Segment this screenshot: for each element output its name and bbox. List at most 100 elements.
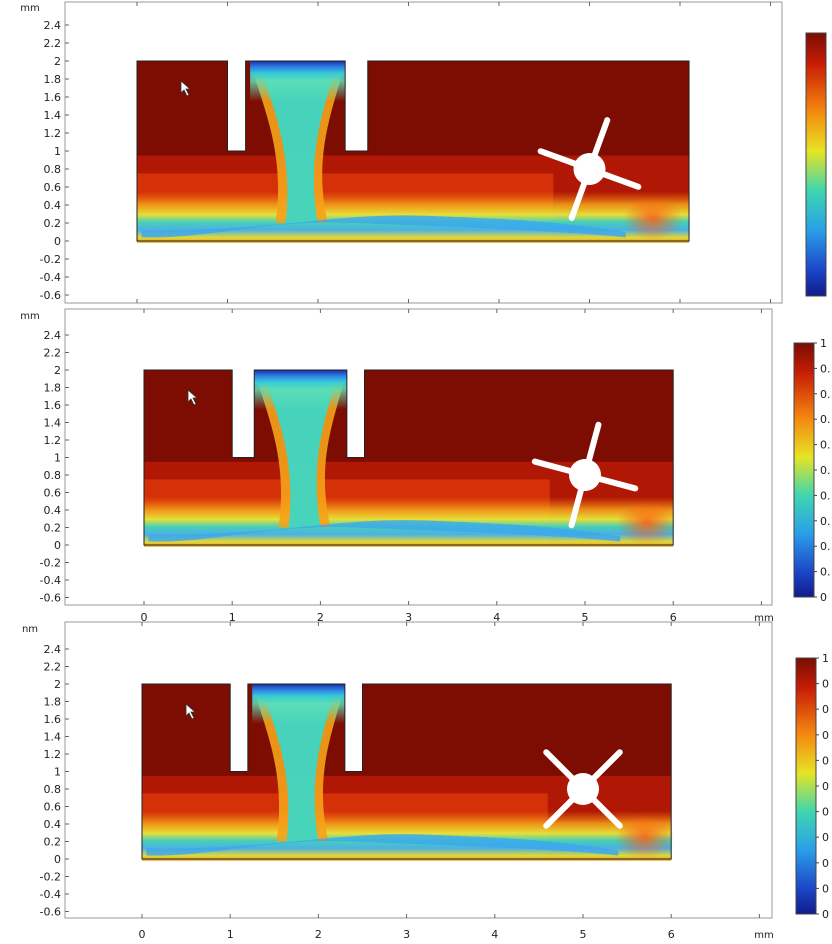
colorbar-label: 0: [820, 591, 827, 604]
y-tick-label: 0.6: [44, 801, 62, 814]
colorbar: [795, 657, 817, 915]
x-tick-label: 1: [227, 928, 234, 941]
y-tick-label: 0.2: [44, 522, 62, 535]
colorbar-label: 0.: [820, 540, 831, 553]
y-tick-label: -0.2: [40, 557, 61, 570]
y-tick-label: -0.4: [40, 271, 61, 284]
x-tick-label: 2: [317, 611, 324, 624]
bottom-stream: [146, 834, 619, 856]
domain-outline: [136, 60, 690, 242]
y-tick-label: 0.2: [44, 217, 62, 230]
x-tick-label: 0: [141, 611, 148, 624]
colorbar-label: 0.: [820, 464, 831, 477]
y-tick-label: 1.2: [44, 434, 62, 447]
baffle-2: [344, 683, 363, 772]
stirrer-hub: [569, 459, 601, 491]
colorbar-label: 0.: [820, 362, 831, 375]
x-unit-label: mm: [754, 930, 773, 941]
y-tick-label: 0.4: [44, 818, 62, 831]
y-tick-label: 1.4: [44, 731, 62, 744]
y-unit-label: nm: [22, 624, 38, 635]
y-tick-label: 2.4: [44, 643, 62, 656]
colorbar-label: 0: [822, 806, 829, 819]
x-tick-label: 1: [229, 611, 236, 624]
y-tick-label: 1.2: [44, 127, 62, 140]
colorbar-label: 0: [822, 857, 829, 870]
x-tick-label: 6: [670, 611, 677, 624]
y-tick-label: 1.6: [44, 713, 62, 726]
y-tick-label: 1: [54, 452, 61, 465]
colorbar-label: 0: [822, 703, 829, 716]
y-unit-label: mm: [20, 3, 39, 14]
stirrer-icon: [543, 749, 623, 829]
colorbar-label: 0: [822, 780, 829, 793]
mouse-cursor-icon: [187, 389, 199, 406]
colorbar: [805, 32, 827, 297]
y-tick-label: 0.4: [44, 199, 62, 212]
bottom-stream: [141, 215, 626, 238]
baffle-1: [227, 60, 246, 151]
mouse-cursor-icon: [185, 703, 197, 720]
x-tick-label: 2: [315, 928, 322, 941]
panel-2: 2.42.221.81.61.41.210.80.60.40.20-0.2-0.…: [20, 308, 831, 624]
baffle-2: [345, 60, 368, 151]
colorbar-label: 0.: [820, 413, 831, 426]
colorbar-label: 0.: [820, 388, 831, 401]
y-tick-label: 2: [54, 364, 61, 377]
y-tick-label: 0.8: [44, 783, 62, 796]
colorbar-label: 0.: [820, 515, 831, 528]
x-tick-label: 6: [668, 928, 675, 941]
y-tick-label: 0.6: [44, 181, 62, 194]
stirrer-icon: [537, 117, 642, 221]
y-tick-label: 2.4: [44, 329, 62, 342]
mouse-cursor-icon: [180, 80, 192, 97]
y-tick-label: 2: [54, 678, 61, 691]
y-tick-label: -0.6: [40, 592, 61, 605]
plot-panels: 2.42.221.81.61.41.210.80.60.40.20-0.2-0.…: [20, 1, 831, 941]
y-tick-label: -0.4: [40, 574, 61, 587]
y-tick-label: -0.2: [40, 253, 61, 266]
colorbar-label: 0.: [820, 439, 831, 452]
y-tick-label: 1.8: [44, 73, 62, 86]
inlet-jet: [250, 61, 346, 102]
baffle-2: [346, 369, 365, 458]
y-tick-label: 2.4: [44, 19, 62, 32]
x-unit-label: mm: [754, 613, 773, 624]
y-unit-label: mm: [20, 311, 39, 322]
x-tick-label: 0: [139, 928, 146, 941]
baffle-1: [230, 683, 248, 772]
y-tick-label: 0.8: [44, 469, 62, 482]
y-tick-label: 0.2: [44, 836, 62, 849]
colorbar-label: 0: [822, 754, 829, 767]
concentration-field: [141, 683, 675, 861]
baffle-1: [232, 369, 255, 458]
y-tick-label: 2.2: [44, 347, 62, 360]
corner-glow: [622, 196, 683, 241]
y-tick-label: 1.4: [44, 109, 62, 122]
y-tick-label: -0.2: [40, 871, 61, 884]
colorbar-label: 0: [822, 729, 829, 742]
colorbar: [793, 342, 815, 598]
x-tick-label: 4: [491, 928, 498, 941]
y-tick-label: 1: [54, 766, 61, 779]
colorbar-label: 0: [822, 678, 829, 691]
y-tick-label: 1: [54, 145, 61, 158]
stirrer-hub: [573, 153, 606, 185]
y-tick-label: 1.6: [44, 399, 62, 412]
corner-glow: [616, 501, 677, 546]
stirrer-icon: [531, 421, 639, 529]
domain-outline: [143, 369, 674, 546]
colorbar-label: 0: [822, 882, 829, 895]
inlet-jet: [252, 684, 345, 724]
colorbar-label: 0: [822, 831, 829, 844]
x-tick-label: 4: [493, 611, 500, 624]
y-tick-label: 0: [54, 539, 61, 552]
y-tick-label: 1.4: [44, 417, 62, 430]
y-tick-label: -0.6: [40, 289, 61, 302]
y-tick-label: 1.2: [44, 748, 62, 761]
y-tick-label: 2.2: [44, 661, 62, 674]
y-tick-label: -0.6: [40, 906, 61, 919]
concentration-field: [143, 369, 677, 547]
y-tick-label: 0: [54, 853, 61, 866]
